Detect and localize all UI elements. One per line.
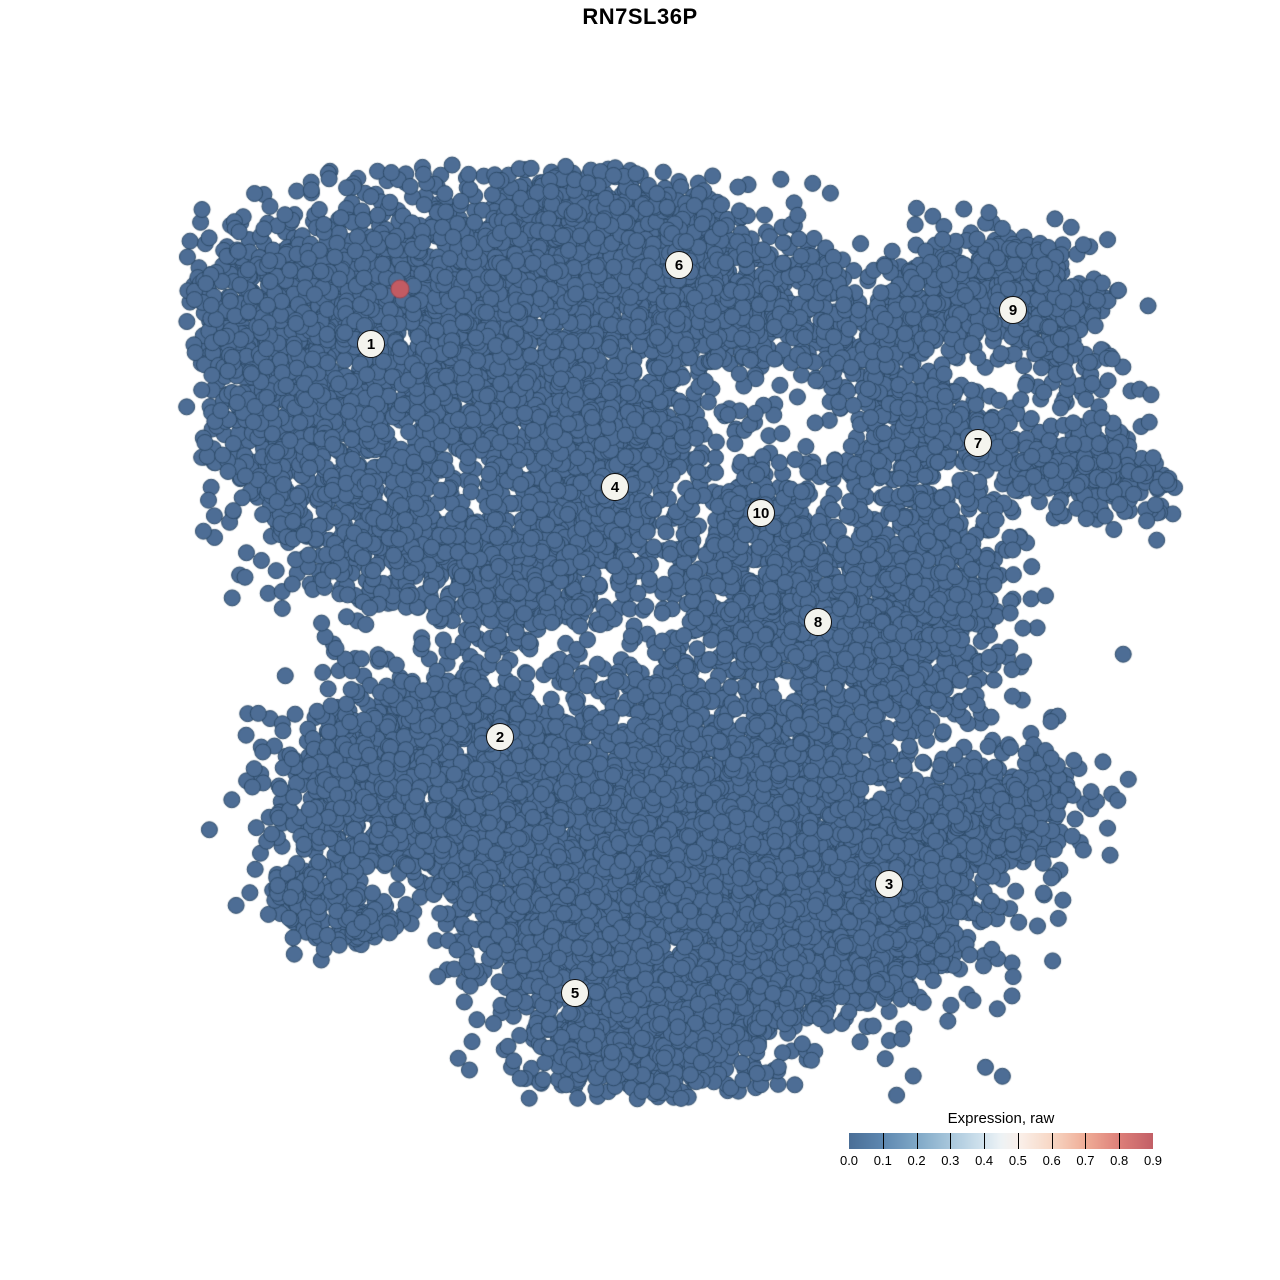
cluster-label-10: 10 [747,499,775,527]
cluster-label-9: 9 [999,296,1027,324]
cluster-label-2: 2 [486,723,514,751]
cluster-label-4: 4 [601,473,629,501]
cluster-label-5: 5 [561,979,589,1007]
cluster-label-7: 7 [964,429,992,457]
cluster-label-8: 8 [804,608,832,636]
cluster-label-1: 1 [357,330,385,358]
chart-title: RN7SL36P [582,4,698,29]
cluster-label-6: 6 [665,251,693,279]
cluster-label-3: 3 [875,870,903,898]
